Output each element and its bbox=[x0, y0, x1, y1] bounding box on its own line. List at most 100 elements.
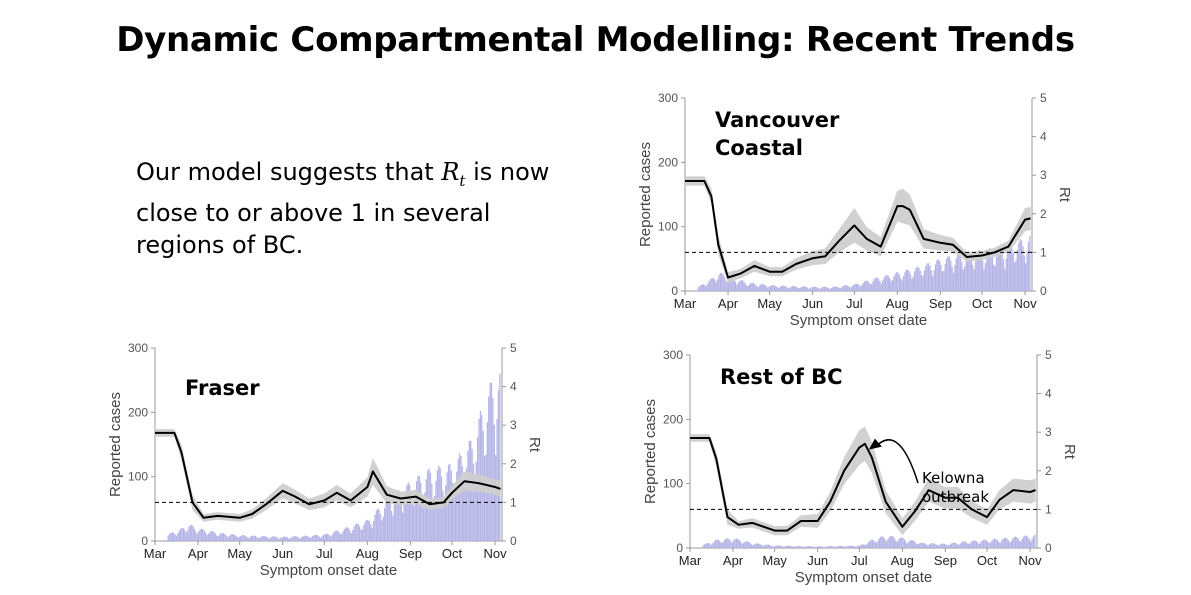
x-axis-label: Symptom onset date bbox=[795, 569, 933, 586]
case-bar bbox=[475, 461, 477, 541]
case-bar bbox=[967, 543, 969, 548]
case-bar bbox=[906, 543, 908, 548]
case-bar bbox=[854, 284, 856, 291]
case-bar bbox=[300, 537, 302, 541]
y2-tick-label: 4 bbox=[1040, 130, 1047, 144]
x-tick-label: Oct bbox=[977, 553, 998, 568]
y2-tick-label: 0 bbox=[1040, 284, 1047, 298]
case-bar bbox=[374, 514, 376, 541]
case-bar bbox=[367, 519, 369, 541]
case-bar bbox=[1022, 246, 1024, 291]
case-bar bbox=[224, 534, 226, 541]
case-bar bbox=[816, 287, 819, 291]
x-tick-label: Mar bbox=[144, 546, 167, 561]
case-bar bbox=[311, 536, 314, 541]
case-bar bbox=[726, 538, 728, 548]
case-bar bbox=[440, 476, 443, 541]
case-bar bbox=[840, 287, 842, 291]
case-bar bbox=[232, 534, 234, 541]
case-bar bbox=[443, 501, 445, 541]
case-bar bbox=[716, 279, 719, 291]
case-bar bbox=[963, 266, 966, 291]
case-bar bbox=[898, 539, 900, 548]
case-bar bbox=[843, 285, 845, 291]
case-bar bbox=[709, 279, 712, 291]
x-tick-label: Sep bbox=[934, 553, 957, 568]
case-bar bbox=[697, 287, 699, 291]
case-bar bbox=[1023, 536, 1025, 548]
case-bar bbox=[1006, 538, 1008, 548]
case-bar bbox=[170, 532, 172, 541]
case-bar bbox=[952, 272, 955, 291]
case-bar bbox=[999, 542, 1001, 548]
y-axis-label: Reported cases bbox=[107, 392, 124, 497]
y2-tick-label: 5 bbox=[1040, 91, 1047, 105]
case-bar bbox=[780, 545, 782, 548]
case-bar bbox=[939, 260, 941, 291]
annotation-arrowhead bbox=[868, 438, 882, 450]
y-tick-label: 300 bbox=[128, 341, 148, 355]
case-bar bbox=[947, 256, 949, 291]
case-bar bbox=[1013, 262, 1016, 291]
case-bar bbox=[342, 531, 344, 541]
case-bar bbox=[782, 546, 785, 548]
case-bar bbox=[719, 273, 721, 291]
case-bar bbox=[923, 270, 925, 291]
case-bar bbox=[347, 528, 350, 541]
case-bar bbox=[852, 545, 854, 548]
case-bar bbox=[381, 520, 383, 541]
case-bar bbox=[937, 545, 939, 548]
case-bar bbox=[492, 397, 494, 541]
case-bar bbox=[771, 546, 774, 548]
case-bar bbox=[863, 544, 865, 548]
case-bar bbox=[981, 540, 983, 548]
y-tick-label: 200 bbox=[658, 155, 678, 169]
case-bar bbox=[389, 503, 391, 541]
y-tick-label: 0 bbox=[671, 284, 678, 298]
case-bar bbox=[776, 287, 778, 291]
case-bar bbox=[858, 285, 860, 291]
case-bar bbox=[331, 535, 333, 541]
case-bar bbox=[879, 281, 881, 291]
case-bar bbox=[485, 454, 487, 541]
x-tick-label: Jun bbox=[807, 553, 828, 568]
case-bar bbox=[893, 276, 895, 291]
case-bar bbox=[810, 546, 813, 548]
y-tick-label: 0 bbox=[676, 541, 683, 555]
case-bar bbox=[837, 546, 839, 548]
case-bar bbox=[970, 542, 972, 548]
case-bar bbox=[814, 286, 816, 291]
case-bar bbox=[730, 541, 732, 548]
case-bar bbox=[1020, 541, 1022, 548]
case-bar bbox=[734, 539, 736, 548]
case-bar bbox=[814, 546, 817, 548]
case-bar bbox=[365, 519, 368, 541]
case-bar bbox=[1013, 537, 1015, 548]
case-bar bbox=[866, 544, 868, 548]
case-bar bbox=[1031, 538, 1033, 548]
case-bar bbox=[956, 543, 958, 548]
case-bar bbox=[900, 277, 902, 291]
case-bar bbox=[763, 545, 765, 548]
rt-line bbox=[685, 180, 1031, 279]
case-bar bbox=[744, 541, 746, 548]
case-bar bbox=[400, 502, 402, 541]
case-bar bbox=[993, 538, 996, 548]
summary-before: Our model suggests that bbox=[136, 158, 442, 186]
case-bar bbox=[171, 532, 173, 541]
case-bar bbox=[463, 482, 465, 541]
x-axis-label: Symptom onset date bbox=[790, 312, 928, 329]
case-bar bbox=[820, 546, 822, 548]
case-bar bbox=[1027, 536, 1029, 548]
y2-tick-label: 0 bbox=[1045, 541, 1052, 555]
case-bar bbox=[738, 539, 740, 548]
case-bar bbox=[343, 529, 346, 541]
case-bar bbox=[713, 541, 715, 548]
case-bar bbox=[435, 480, 437, 541]
case-bar bbox=[948, 545, 950, 548]
case-bar bbox=[467, 450, 469, 541]
case-bar bbox=[987, 541, 989, 548]
case-bar bbox=[1009, 542, 1011, 548]
case-bar bbox=[1007, 249, 1009, 291]
case-bar bbox=[830, 546, 832, 548]
